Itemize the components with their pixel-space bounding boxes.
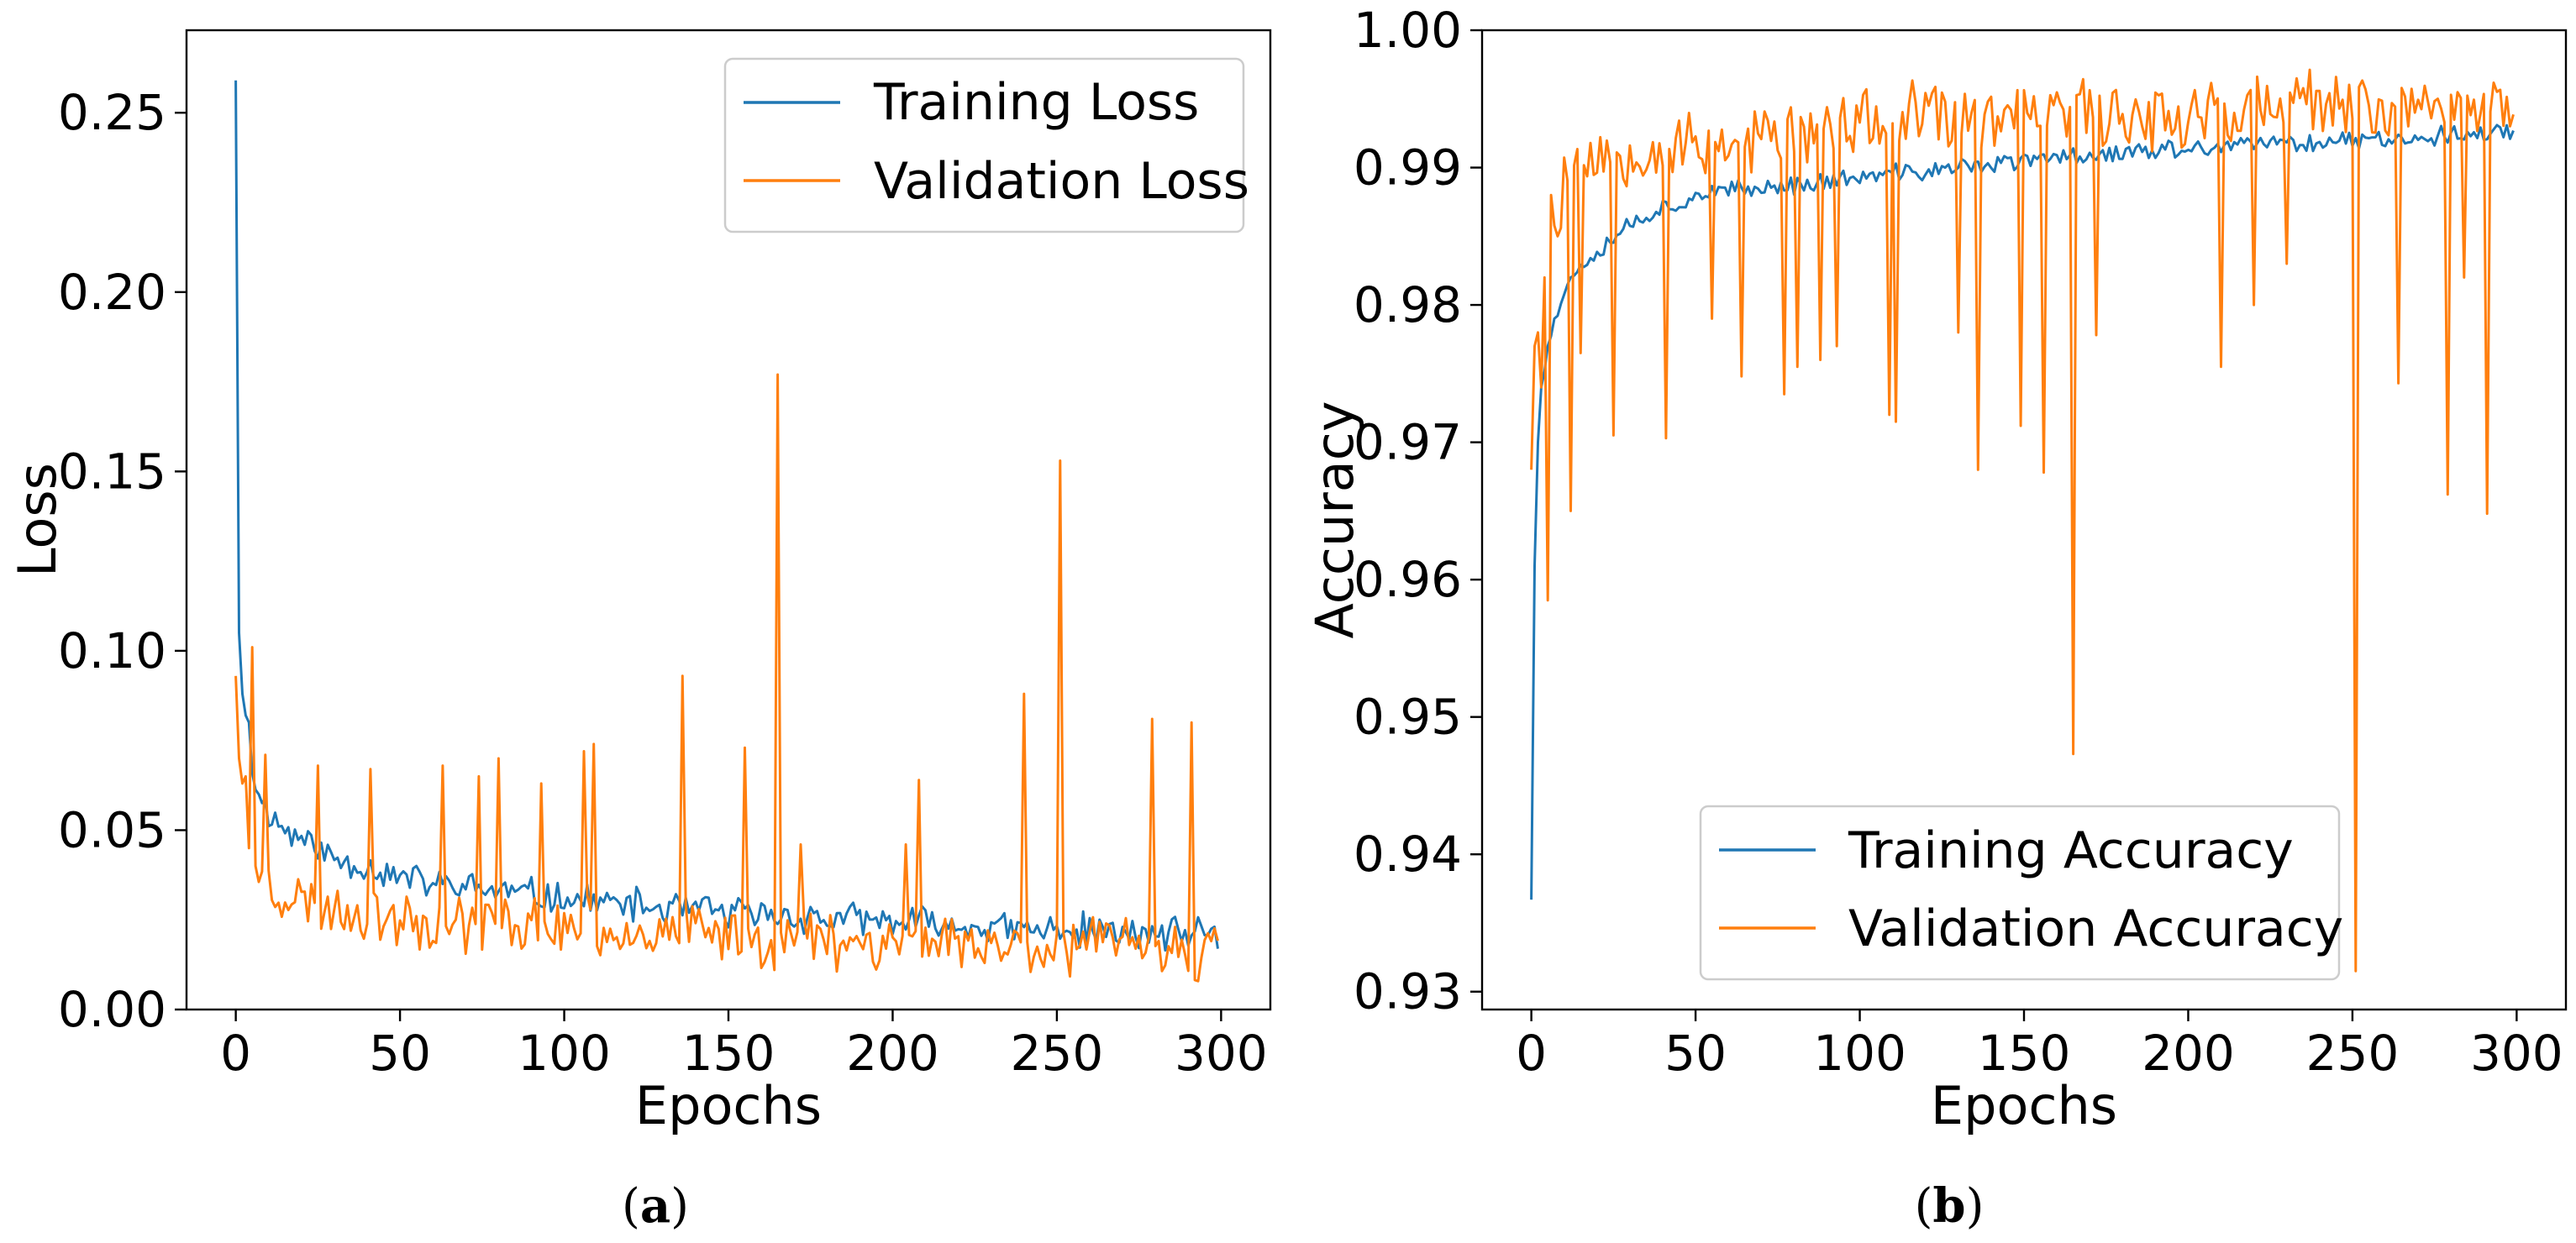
y-tick-label: 0.94 [1354,826,1462,883]
training-accuracy-legend-label: Training Accuracy [1848,821,2294,880]
loss-y-axis: 0.00 0.05 0.10 0.15 0.20 0.25 [58,84,187,1038]
y-tick-label: 0.96 [1354,551,1462,608]
y-tick-label: 1.00 [1354,2,1462,59]
accuracy-x-axis-label: Epochs [1931,1075,2117,1136]
y-tick-label: 0.20 [58,264,166,321]
x-tick-label: 250 [2306,1025,2400,1082]
accuracy-y-axis: 0.93 0.94 0.95 0.96 0.97 0.98 0.99 1.00 [1354,2,1482,1020]
loss-chart: 0 50 100 150 200 250 300 0.000.050.100.150.200… [7,29,1272,1234]
y-tick-label: 0.99 [1354,139,1462,197]
accuracy-chart: 0 50 100 150 200 250 300 0.930.940.950.960.970… [1304,2,2568,1234]
x-tick-label: 150 [1978,1025,2071,1082]
caption-a: (a) [622,1178,689,1234]
accuracy-x-axis: 0 50 100 150 200 250 300 [1516,1010,2563,1082]
x-tick-label: 150 [682,1025,775,1082]
y-tick-label: 0.25 [58,84,166,141]
x-tick-label: 250 [1011,1025,1104,1082]
y-tick-label: 0.05 [58,801,166,858]
x-tick-label: 0 [220,1025,251,1082]
loss-legend: Training Loss Validation Loss [723,57,1249,233]
loss-y-axis-label: Loss [7,463,68,577]
caption-a-letter: a [640,1178,670,1234]
training-loss-legend-label: Training Loss [873,73,1199,132]
x-tick-label: 200 [846,1025,939,1082]
x-tick-label: 50 [1664,1025,1727,1082]
y-tick-label: 0.15 [58,443,166,500]
caption-b: (b) [1915,1178,1985,1234]
y-tick-label: 0.98 [1354,276,1462,333]
x-tick-label: 50 [369,1025,431,1082]
loss-x-axis-label: Epochs [635,1075,822,1136]
validation-accuracy-legend-label: Validation Accuracy [1848,899,2343,958]
caption-b-letter: b [1932,1178,1965,1234]
y-tick-label: 0.95 [1354,689,1462,746]
y-tick-label: 0.97 [1354,414,1462,471]
validation-loss-legend-label: Validation Loss [874,152,1249,211]
x-tick-label: 300 [2470,1025,2563,1082]
x-tick-label: 100 [518,1025,611,1082]
loss-legend-box [723,57,1245,233]
accuracy-legend-box [1699,805,2341,981]
loss-x-axis: 0 50 100 150 200 250 300 [220,1010,1268,1082]
x-tick-label: 100 [1813,1025,1906,1082]
x-tick-label: 300 [1175,1025,1268,1082]
accuracy-y-axis-label: Accuracy [1304,401,1365,638]
loss-series-lines [234,80,1219,983]
validation-accuracy-line [1530,68,2515,973]
y-tick-label: 0.00 [58,981,166,1038]
validation-loss-line [234,373,1219,983]
y-tick-label: 0.10 [58,622,166,679]
y-tick-label: 0.93 [1354,963,1462,1020]
accuracy-legend: Training Accuracy Validation Accuracy [1699,805,2343,981]
x-tick-label: 200 [2142,1025,2235,1082]
accuracy-series-lines [1530,68,2515,973]
x-tick-label: 0 [1516,1025,1547,1082]
